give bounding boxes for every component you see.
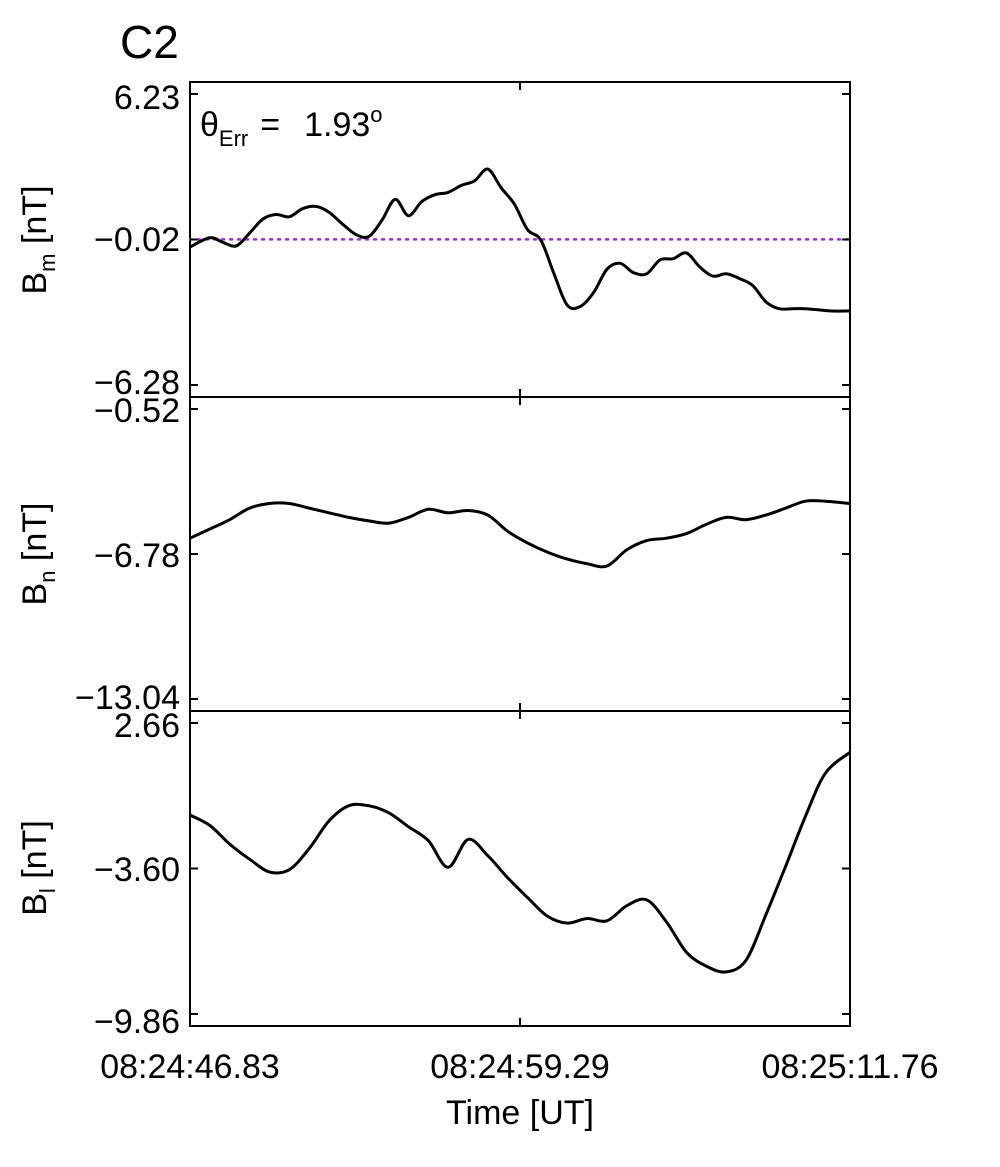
series-line-bm xyxy=(189,167,851,313)
series-line-bl xyxy=(189,751,851,974)
y-axis-label-bm: Bm [nT] xyxy=(16,185,60,294)
x-tick-label: 08:24:59.29 xyxy=(430,1048,610,1086)
y-axis-label-bl: Bl [nT] xyxy=(16,820,60,916)
y-tick-label: −6.78 xyxy=(94,537,180,575)
y-tick-label: −0.52 xyxy=(94,392,180,430)
x-axis-label: Time [UT] xyxy=(446,1094,594,1132)
y-tick-label: −9.86 xyxy=(94,1003,180,1041)
series-line-bn xyxy=(189,499,851,569)
y-tick-label: 2.66 xyxy=(114,707,180,745)
x-tick-label: 08:24:46.83 xyxy=(100,1048,280,1086)
y-tick-label: −0.02 xyxy=(94,221,180,259)
panel-label: C2 xyxy=(120,16,179,68)
error-angle-annotation: θErr = 1.93o xyxy=(200,102,383,151)
y-tick-label: 6.23 xyxy=(114,79,180,117)
y-axis-label-bn: Bn [nT] xyxy=(16,503,60,606)
x-tick-label: 08:25:11.76 xyxy=(761,1048,938,1086)
y-tick-label: −6.28 xyxy=(94,364,180,402)
y-tick-marks xyxy=(190,93,850,1015)
axes-frame xyxy=(189,81,851,1027)
y-tick-label: −3.60 xyxy=(94,851,180,889)
y-tick-label: −13.04 xyxy=(75,679,180,717)
